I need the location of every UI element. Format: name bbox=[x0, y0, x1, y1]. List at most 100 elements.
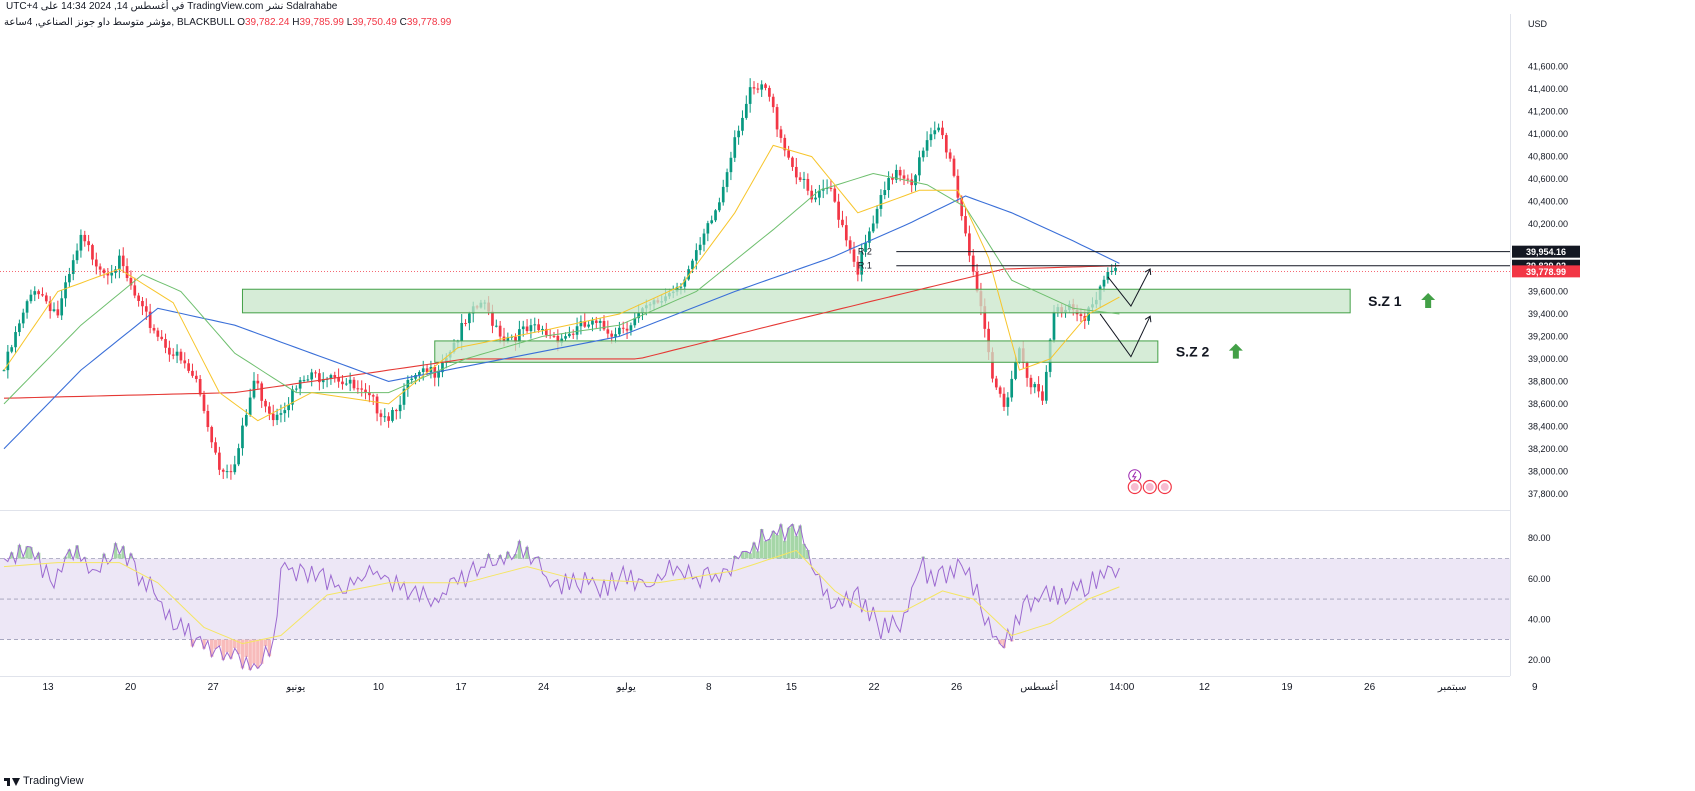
candle-body[interactable] bbox=[318, 373, 321, 383]
candle-body[interactable] bbox=[168, 347, 171, 355]
candle-body[interactable] bbox=[121, 255, 125, 267]
candle-body[interactable] bbox=[887, 178, 890, 191]
candle-body[interactable] bbox=[871, 223, 875, 232]
candle-body[interactable] bbox=[725, 172, 729, 187]
candle-body[interactable] bbox=[2, 370, 6, 372]
candle-body[interactable] bbox=[141, 300, 144, 307]
candle-body[interactable] bbox=[1033, 384, 1037, 388]
candle-body[interactable] bbox=[244, 414, 248, 426]
candle-body[interactable] bbox=[944, 135, 948, 153]
candle-body[interactable] bbox=[337, 377, 340, 382]
candle-body[interactable] bbox=[360, 388, 364, 390]
candle-body[interactable] bbox=[52, 309, 56, 312]
candle-body[interactable] bbox=[206, 410, 210, 428]
candle-body[interactable] bbox=[48, 301, 52, 312]
candle-body[interactable] bbox=[260, 383, 264, 401]
candle-body[interactable] bbox=[991, 352, 994, 379]
candle-body[interactable] bbox=[571, 333, 575, 335]
candle-body[interactable] bbox=[310, 372, 314, 380]
candle-body[interactable] bbox=[825, 187, 829, 189]
candle-body[interactable] bbox=[741, 117, 744, 131]
candle-body[interactable] bbox=[564, 336, 567, 339]
candle-body[interactable] bbox=[364, 389, 367, 393]
candle-body[interactable] bbox=[183, 360, 187, 364]
candle-body[interactable] bbox=[125, 266, 129, 278]
rsi-pane[interactable] bbox=[0, 522, 1510, 672]
candle-body[interactable] bbox=[802, 178, 806, 180]
candle-body[interactable] bbox=[818, 190, 821, 198]
candle-body[interactable] bbox=[1044, 371, 1048, 401]
candle-body[interactable] bbox=[306, 379, 310, 381]
candle-body[interactable] bbox=[314, 372, 317, 374]
candle-body[interactable] bbox=[733, 137, 737, 158]
candle-body[interactable] bbox=[187, 363, 190, 371]
candle-body[interactable] bbox=[425, 368, 429, 373]
candle-body[interactable] bbox=[202, 394, 206, 411]
candle-body[interactable] bbox=[129, 277, 133, 286]
candle-body[interactable] bbox=[10, 347, 14, 352]
candle-body[interactable] bbox=[437, 372, 440, 378]
candle-body[interactable] bbox=[241, 425, 244, 449]
candle-body[interactable] bbox=[610, 333, 614, 337]
candle-body[interactable] bbox=[298, 380, 302, 389]
candle-body[interactable] bbox=[1010, 378, 1014, 398]
candle-body[interactable] bbox=[594, 320, 598, 323]
candle-body[interactable] bbox=[110, 272, 114, 276]
candle-body[interactable] bbox=[91, 245, 94, 260]
candle-body[interactable] bbox=[591, 320, 594, 325]
candle-body[interactable] bbox=[798, 177, 802, 180]
candle-body[interactable] bbox=[706, 223, 710, 234]
candle-body[interactable] bbox=[214, 442, 217, 453]
candle-body[interactable] bbox=[106, 272, 110, 276]
candle-body[interactable] bbox=[841, 219, 844, 226]
candle-body[interactable] bbox=[602, 320, 606, 330]
candle-body[interactable] bbox=[279, 413, 283, 415]
candle-body[interactable] bbox=[291, 389, 294, 405]
candle-body[interactable] bbox=[506, 337, 510, 341]
projection-path[interactable] bbox=[1099, 313, 1151, 358]
candle-body[interactable] bbox=[875, 208, 879, 224]
candle-body[interactable] bbox=[525, 326, 529, 332]
candle-body[interactable] bbox=[902, 175, 906, 179]
candle-body[interactable] bbox=[710, 220, 714, 224]
candle-body[interactable] bbox=[152, 327, 156, 331]
candle-body[interactable] bbox=[621, 327, 625, 329]
candle-body[interactable] bbox=[248, 397, 252, 415]
candle-body[interactable] bbox=[1052, 311, 1056, 340]
candle-body[interactable] bbox=[775, 107, 779, 130]
candle-body[interactable] bbox=[752, 87, 756, 89]
candle-body[interactable] bbox=[391, 410, 394, 421]
candle-body[interactable] bbox=[625, 328, 629, 331]
candle-body[interactable] bbox=[760, 84, 764, 90]
candle-body[interactable] bbox=[1006, 397, 1010, 407]
candle-body[interactable] bbox=[956, 175, 960, 198]
candle-body[interactable] bbox=[156, 330, 160, 337]
candle-body[interactable] bbox=[6, 351, 10, 371]
candle-body[interactable] bbox=[971, 255, 975, 272]
candle-body[interactable] bbox=[341, 381, 344, 385]
candle-body[interactable] bbox=[848, 240, 852, 250]
candle-body[interactable] bbox=[948, 152, 952, 159]
candle-body[interactable] bbox=[914, 175, 917, 186]
candle-body[interactable] bbox=[587, 324, 590, 327]
candle-body[interactable] bbox=[468, 313, 471, 324]
candle-body[interactable] bbox=[614, 334, 617, 337]
candle-body[interactable] bbox=[1106, 271, 1110, 280]
candle-body[interactable] bbox=[68, 274, 71, 283]
candle-body[interactable] bbox=[933, 130, 937, 135]
candle-body[interactable] bbox=[537, 324, 540, 331]
candle-body[interactable] bbox=[968, 233, 971, 256]
candle-body[interactable] bbox=[698, 244, 702, 251]
candle-body[interactable] bbox=[98, 266, 102, 270]
candle-body[interactable] bbox=[533, 324, 537, 326]
candle-body[interactable] bbox=[414, 375, 417, 379]
candle-body[interactable] bbox=[229, 471, 233, 473]
candle-body[interactable] bbox=[729, 157, 733, 173]
candle-body[interactable] bbox=[160, 336, 164, 340]
candle-body[interactable] bbox=[333, 375, 337, 378]
candle-body[interactable] bbox=[352, 379, 356, 389]
candle-body[interactable] bbox=[756, 88, 760, 90]
candle-body[interactable] bbox=[460, 322, 464, 342]
candle-body[interactable] bbox=[498, 325, 502, 337]
candle-body[interactable] bbox=[41, 294, 44, 296]
